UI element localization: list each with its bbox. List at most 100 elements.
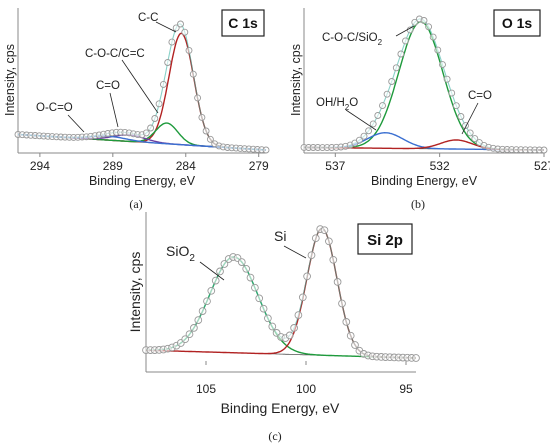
data-point (242, 264, 251, 273)
data-point (185, 46, 193, 54)
data-point (185, 330, 194, 339)
panel-a-label: (a) (129, 197, 142, 211)
panel-c-ylabel: Intensity, cps (127, 252, 143, 333)
panel-c-label: (c) (268, 429, 281, 443)
x-tick-label: 279 (249, 159, 269, 173)
data-point (285, 331, 294, 340)
panel-b-xlabel: Binding Energy, eV (371, 174, 478, 188)
data-point (268, 322, 277, 331)
data-point (402, 37, 409, 45)
data-point (429, 33, 437, 41)
data-point (374, 112, 382, 119)
panel-b-ann-ohh2o: OH/H2O (316, 97, 358, 112)
data-point (194, 94, 202, 102)
data-point (262, 146, 270, 154)
data-point (342, 318, 351, 326)
data-point (425, 23, 433, 31)
data-point (255, 294, 264, 303)
x-tick-label: 537 (325, 159, 345, 173)
panel-c-badge-box (357, 223, 413, 255)
data-point (383, 90, 391, 98)
panel-b-o1s: 537 532 527 O 1s Binding Energy, eV Intens… (289, 8, 550, 211)
panel-a-xlabel: Binding Energy, eV (89, 174, 196, 188)
panel-c-badge: Si 2p (367, 232, 403, 249)
data-point (168, 38, 176, 46)
panel-a-ann-co: C=O (96, 80, 120, 92)
data-point (155, 100, 163, 108)
panel-a-badge: C 1s (228, 15, 258, 31)
data-point (181, 28, 189, 36)
data-point (206, 135, 214, 143)
data-point (365, 127, 373, 135)
data-point (351, 341, 359, 349)
data-point (333, 278, 342, 286)
data-point (303, 272, 311, 281)
panel-b-markers (300, 15, 548, 154)
data-point (360, 132, 368, 140)
data-point (388, 78, 396, 85)
data-point (290, 324, 298, 332)
data-point (397, 50, 405, 58)
panel-b-ann-cocsio2: C-O-C/SiO2 (322, 32, 383, 47)
data-point (411, 18, 419, 26)
data-point (190, 324, 198, 332)
panel-c-si2p: 105 100 95 Si 2p Binding Energy, eV Intens… (127, 212, 420, 443)
data-point (457, 113, 465, 120)
panel-b-badge-box (493, 9, 541, 37)
x-tick-label: 95 (399, 382, 413, 396)
data-point (320, 226, 329, 235)
data-point (211, 276, 220, 285)
x-tick-label: 105 (196, 382, 216, 396)
data-point (540, 146, 548, 154)
x-tick-label: 289 (103, 159, 123, 173)
panel-c-ann-si: Si (274, 228, 286, 244)
panel-c-xlabel: Binding Energy, eV (221, 400, 340, 416)
data-point (220, 260, 229, 268)
data-point (412, 354, 420, 362)
data-point (298, 293, 307, 302)
panel-a-ylabel: Intensity, cps (3, 44, 17, 116)
data-point (142, 129, 150, 137)
panel-a-x-ticks: 294 289 284 279 (30, 153, 269, 173)
data-point (203, 297, 211, 306)
data-point (216, 267, 224, 276)
data-point (338, 299, 346, 308)
data-point (471, 135, 479, 143)
data-point (159, 80, 167, 88)
data-point (346, 331, 355, 340)
panel-a-c1s: 294 289 284 279 C 1s Binding Energy, eV Int… (3, 8, 270, 211)
data-point (379, 102, 386, 110)
data-point (392, 64, 400, 72)
data-point (164, 59, 172, 66)
data-point (198, 307, 207, 315)
data-point (294, 311, 303, 319)
panel-a-markers (14, 20, 270, 154)
data-point (439, 61, 446, 69)
data-point (466, 129, 474, 137)
data-point (264, 314, 272, 323)
panel-b-ann-co: C=O (468, 90, 492, 102)
data-point (246, 273, 255, 282)
data-point (259, 304, 268, 313)
panel-b-label: (b) (411, 197, 425, 211)
x-tick-label: 294 (30, 159, 50, 173)
x-tick-label: 532 (430, 159, 450, 173)
data-point (251, 283, 259, 292)
data-point (177, 20, 184, 28)
data-point (237, 258, 246, 266)
data-point (194, 316, 203, 324)
data-point (443, 75, 451, 83)
data-point (311, 234, 320, 243)
x-tick-label: 100 (296, 382, 316, 396)
panel-a-ann-coc: C-O-C/C=C (85, 48, 145, 60)
data-point (325, 237, 333, 246)
data-point (448, 89, 456, 97)
panel-c-ann-sio2: SiO2 (166, 243, 195, 264)
panel-a-ann-oco: O-C=O (36, 102, 73, 114)
data-point (189, 70, 197, 78)
panel-b-ylabel: Intensity, cps (289, 44, 303, 116)
x-tick-label: 527 (534, 159, 550, 173)
data-point (434, 46, 442, 54)
data-point (181, 335, 190, 344)
